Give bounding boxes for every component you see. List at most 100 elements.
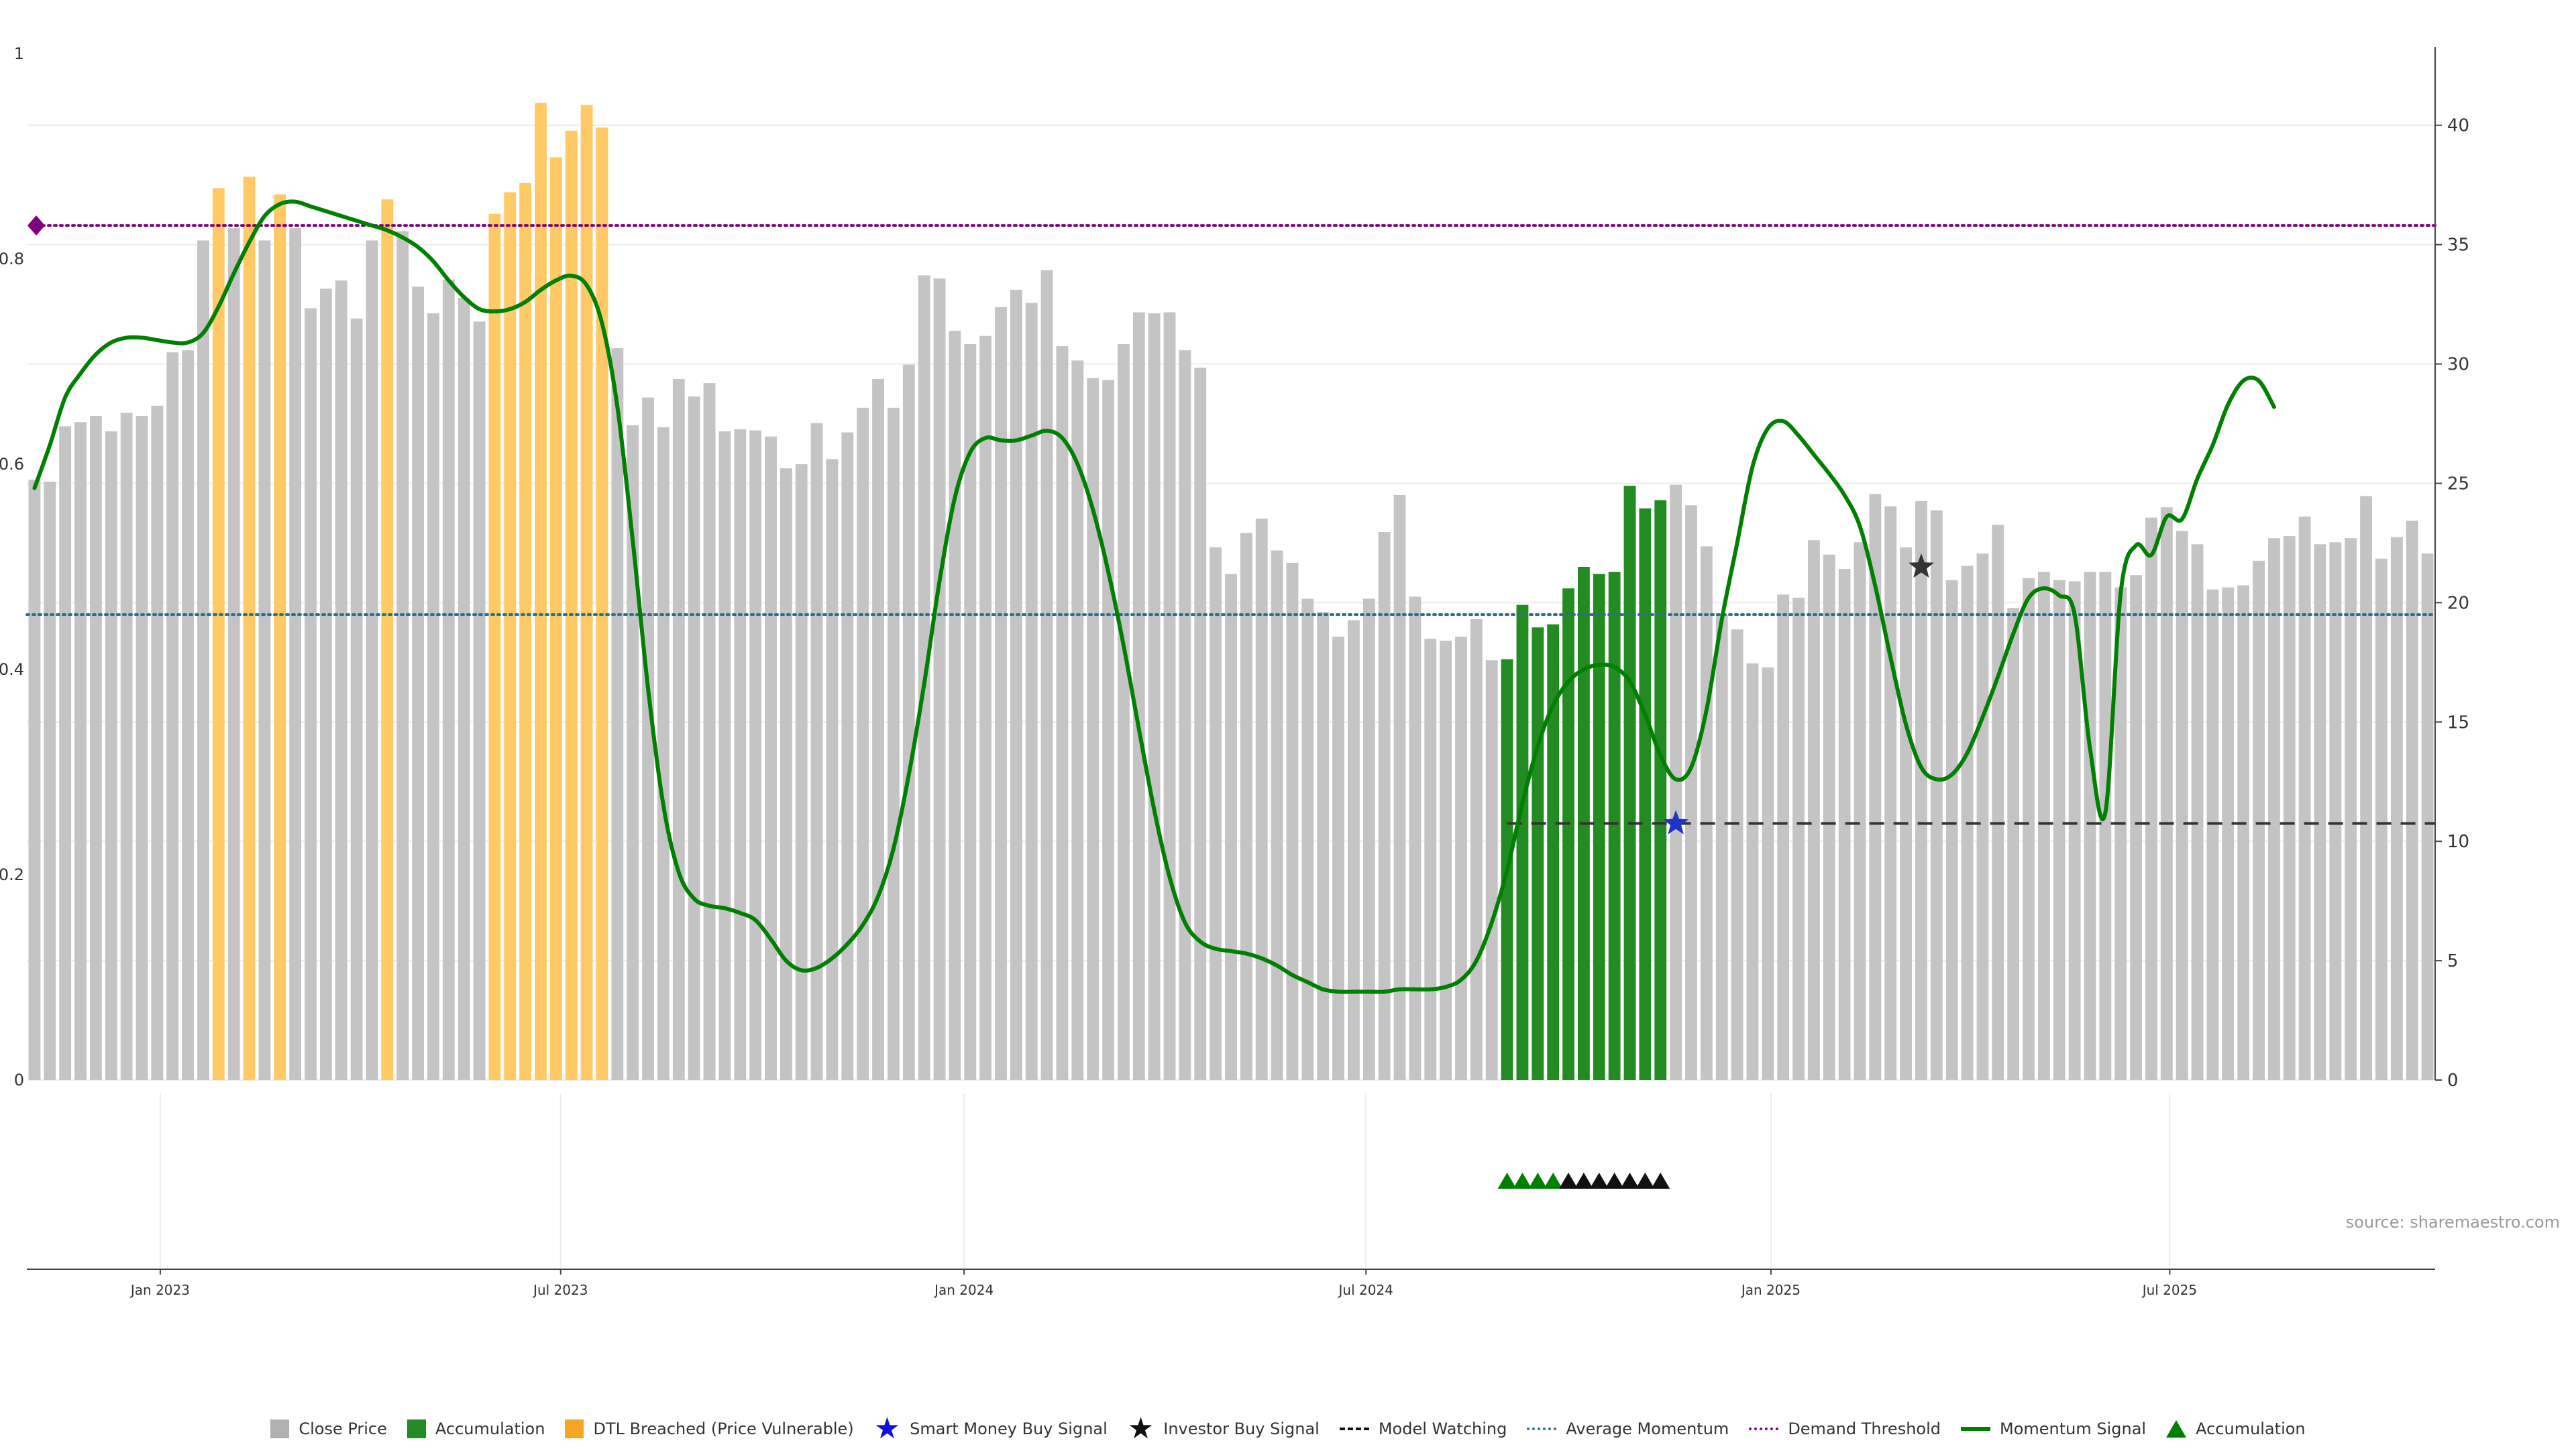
close-price-bar	[335, 280, 347, 1080]
legend: Close Price Accumulation DTL Breached (Pri…	[0, 1409, 2576, 1449]
close-price-bar	[1378, 531, 1391, 1080]
legend-label: Momentum Signal	[2000, 1419, 2147, 1438]
close-price-bar	[1485, 660, 1498, 1080]
close-price-bar	[258, 240, 271, 1081]
close-price-bar	[2084, 572, 2096, 1080]
legend-label: Average Momentum	[1566, 1419, 1729, 1438]
demand-threshold-marker	[28, 215, 45, 236]
accumulation-bar	[1516, 604, 1529, 1080]
close-price-bar	[366, 240, 378, 1081]
close-price-bar	[872, 379, 884, 1080]
left-tick-label: 1	[14, 44, 24, 63]
accumulation-triangle-black	[1635, 1173, 1655, 1189]
x-tick-label: Jul 2025	[2141, 1282, 2197, 1298]
close-price-bar	[412, 286, 425, 1080]
close-price-bar	[1976, 553, 1989, 1080]
close-price-bar	[1194, 368, 1207, 1081]
close-price-bar	[2130, 575, 2143, 1080]
close-price-bar	[442, 279, 455, 1081]
x-tick-label: Jan 2025	[1740, 1282, 1801, 1298]
close-price-bar	[2160, 507, 2173, 1080]
close-price-bar	[2237, 585, 2250, 1080]
close-price-bar	[2145, 517, 2157, 1080]
accumulation-bar	[1639, 508, 1652, 1080]
close-price-bar	[1087, 378, 1099, 1080]
close-price-bar	[89, 416, 102, 1080]
close-price-bar	[841, 432, 854, 1080]
close-price-bar	[44, 482, 56, 1080]
close-price-bar	[1362, 598, 1375, 1080]
close-price-bar	[120, 413, 133, 1080]
close-price-bar	[1102, 380, 1114, 1080]
close-price-bar	[350, 318, 363, 1080]
close-price-bar	[2406, 521, 2418, 1080]
close-price-bar	[1670, 484, 1682, 1080]
accumulation-bar	[1562, 588, 1574, 1080]
close-price-bar	[672, 379, 685, 1080]
close-price-bar	[1179, 350, 1191, 1081]
close-price-bar	[2253, 560, 2265, 1080]
close-price-bar	[1056, 346, 1069, 1080]
close-price-bar	[979, 335, 992, 1080]
legend-label: Accumulation	[2196, 1419, 2306, 1438]
dtl-breached-bar	[381, 199, 394, 1080]
legend-swatch	[270, 1419, 290, 1438]
legend-swatch: ★	[1127, 1411, 1155, 1446]
legend-item-dtl: DTL Breached (Price Vulnerable)	[565, 1419, 854, 1438]
dtl-breached-bar	[212, 188, 225, 1081]
source-note: source: sharemaestro.com	[2345, 1213, 2560, 1232]
close-price-bar	[1777, 594, 1790, 1080]
close-price-bar	[642, 397, 655, 1080]
legend-label: DTL Breached (Price Vulnerable)	[593, 1419, 854, 1438]
close-price-bar	[2329, 542, 2342, 1080]
close-price-bar	[427, 313, 439, 1081]
close-price-bar	[1915, 501, 1927, 1080]
left-tick-label: 0.4	[0, 660, 24, 679]
close-price-bar	[1838, 569, 1851, 1080]
right-tick-label: 15	[2447, 712, 2469, 733]
close-price-bar	[902, 364, 915, 1080]
close-price-bar	[305, 308, 317, 1081]
legend-label: Investor Buy Signal	[1163, 1419, 1320, 1438]
close-price-bar	[74, 422, 87, 1080]
dtl-breached-bar	[504, 192, 517, 1080]
close-price-bar	[182, 350, 195, 1081]
close-price-bar	[734, 429, 747, 1080]
right-tick-label: 0	[2447, 1071, 2459, 1091]
close-price-bar	[857, 407, 869, 1080]
close-price-bar	[688, 396, 700, 1080]
close-price-bar	[1823, 554, 1835, 1080]
dtl-breached-bar	[519, 182, 532, 1080]
close-price-bar	[995, 307, 1007, 1080]
left-tick-label: 0.6	[0, 455, 24, 474]
close-price-bar	[2007, 608, 2020, 1080]
dtl-breached-bar	[580, 105, 593, 1080]
close-price-bar	[2037, 572, 2050, 1080]
legend-swatch	[565, 1419, 584, 1438]
legend-item-demand-threshold: Demand Threshold	[1749, 1419, 1941, 1438]
close-price-bar	[1900, 547, 1913, 1080]
close-price-bar	[2222, 587, 2235, 1080]
accumulation-triangle-black	[1589, 1173, 1609, 1189]
legend-item-investor: ★ Investor Buy Signal	[1127, 1411, 1320, 1446]
close-price-bar	[749, 430, 762, 1080]
close-price-bar	[2023, 578, 2035, 1080]
legend-swatch	[407, 1419, 426, 1438]
bars-layer	[28, 103, 2434, 1081]
close-price-bar	[1225, 574, 1237, 1080]
right-tick-label: 5	[2447, 951, 2459, 971]
close-price-bar	[1301, 598, 1314, 1080]
close-price-bar	[166, 352, 179, 1080]
close-price-bar	[105, 431, 117, 1080]
close-price-bar	[703, 383, 716, 1080]
close-price-bar	[1992, 525, 2004, 1080]
close-price-bar	[2099, 572, 2112, 1080]
close-price-bar	[1440, 641, 1452, 1080]
legend-item-model-watching: Model Watching	[1339, 1419, 1507, 1438]
close-price-bar	[59, 426, 72, 1080]
legend-item-close-price: Close Price	[270, 1419, 387, 1438]
close-price-bar	[1945, 580, 1958, 1080]
investor-star	[1909, 553, 1934, 578]
close-price-bar	[1869, 494, 1882, 1080]
close-price-bar	[2360, 496, 2373, 1080]
